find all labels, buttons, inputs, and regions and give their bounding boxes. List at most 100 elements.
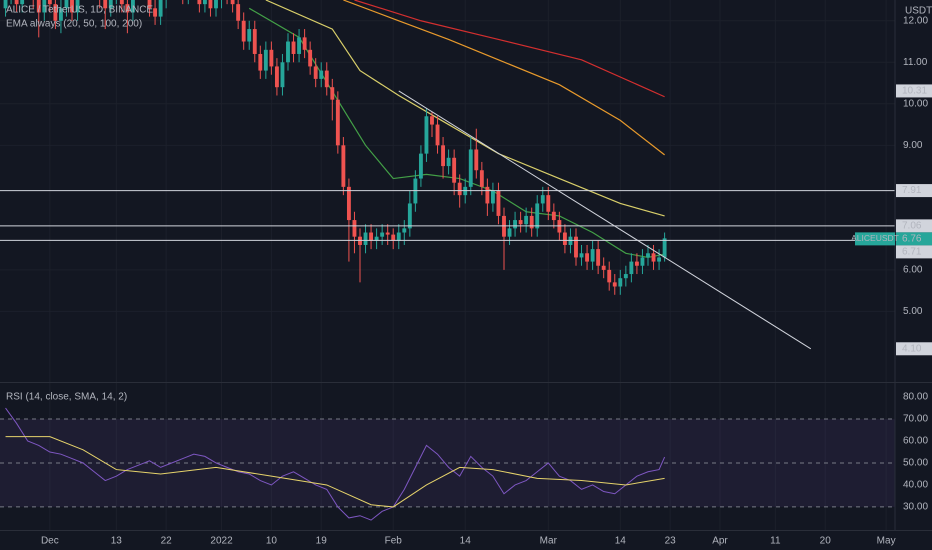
candle-body	[612, 282, 617, 287]
candle-body	[657, 257, 662, 262]
price-label: 7.06	[902, 221, 922, 232]
candle-body	[424, 116, 429, 154]
y-tick-label: 60.00	[903, 436, 928, 447]
x-tick-label: 14	[615, 536, 627, 547]
candle-body	[286, 41, 290, 63]
candle-body	[47, 0, 52, 5]
candle-body	[407, 203, 412, 229]
candle-body	[540, 195, 545, 204]
line	[5, 436, 665, 508]
x-tick-label: 11	[770, 536, 781, 547]
candle-body	[125, 4, 130, 13]
line	[343, 0, 665, 156]
candle-body	[391, 234, 396, 241]
candle-body	[319, 70, 324, 79]
candle-body	[651, 253, 656, 262]
candle-body	[474, 149, 479, 171]
candle-body	[607, 269, 612, 283]
candle-body	[147, 0, 152, 9]
candle-body	[596, 249, 601, 266]
candle-body	[130, 0, 135, 13]
price-label: 10.31	[902, 86, 927, 97]
candle-body	[430, 116, 434, 125]
price-label: 6.76	[902, 234, 922, 245]
y-tick-label: 12.00	[903, 15, 928, 26]
candle-body	[236, 4, 241, 21]
candle-body	[446, 157, 451, 167]
candle-body	[324, 70, 329, 88]
candle-body	[258, 53, 263, 71]
candle-body	[197, 0, 202, 5]
x-tick-label: May	[877, 536, 896, 547]
candle-body	[202, 0, 207, 5]
candle-body	[42, 0, 47, 13]
candle-body	[252, 29, 257, 54]
price-label-box	[896, 342, 932, 356]
candle-body	[479, 170, 484, 187]
price-label-box	[896, 232, 932, 246]
y-tick-label: 5.00	[903, 306, 923, 317]
price-label-box	[896, 84, 932, 98]
candle-body	[524, 215, 529, 225]
candle-body	[551, 211, 556, 221]
candle-body	[302, 37, 307, 50]
x-tick-label: Dec	[41, 536, 59, 547]
rsi-pane	[0, 407, 895, 521]
x-tick-label: 23	[665, 536, 677, 547]
candle-body	[297, 37, 302, 54]
candle-body	[14, 0, 19, 5]
candle-body	[601, 265, 606, 270]
candle-body	[590, 249, 595, 262]
x-tick-label: 19	[316, 536, 328, 547]
y-tick-label: 6.00	[903, 265, 923, 276]
line	[5, 407, 666, 521]
candle-body	[308, 49, 313, 67]
rsi-title: RSI (14, close, SMA, 14, 2)	[6, 392, 127, 403]
candle-body	[529, 215, 534, 229]
price-label: 6.71	[902, 247, 922, 258]
candle-body	[418, 153, 423, 179]
candle-body	[108, 0, 113, 9]
y-tick-label: 70.00	[903, 414, 928, 425]
x-tick-label: Apr	[712, 536, 728, 547]
y-tick-label: 30.00	[903, 502, 928, 513]
candle-body	[562, 232, 567, 245]
candle-body	[247, 29, 252, 42]
candle-body	[579, 253, 584, 258]
candle-body	[153, 8, 158, 17]
x-tick-label: 10	[266, 536, 278, 547]
x-tick-label: 14	[460, 536, 472, 547]
x-tick-label: 20	[820, 536, 832, 547]
candle-body	[640, 257, 645, 266]
candle-body	[64, 0, 69, 9]
candle-body	[513, 220, 518, 229]
candle-body	[346, 186, 351, 221]
y-tick-label: 80.00	[903, 392, 928, 403]
candle-body	[352, 220, 357, 237]
price-label-box	[896, 219, 932, 233]
candle-body	[53, 4, 58, 21]
candle-body	[369, 232, 374, 241]
price-label: 7.91	[902, 185, 922, 196]
candle-body	[70, 0, 74, 13]
x-tick-label: Feb	[385, 536, 403, 547]
candle-body	[574, 236, 578, 258]
candle-body	[435, 124, 440, 146]
candle-body	[269, 49, 274, 67]
candle-body	[585, 253, 590, 262]
indicator-title: EMA always (20, 50, 100, 200)	[6, 19, 142, 30]
candle-body	[441, 145, 446, 167]
candle-body	[363, 232, 368, 245]
candle-body	[241, 20, 246, 42]
candle-body	[623, 274, 628, 279]
x-tick-label: 2022	[210, 536, 233, 547]
candle-body	[490, 191, 495, 204]
chart-title: ALICE / TetherUS, 1D, BINANCE	[6, 5, 153, 16]
candle-body	[341, 145, 346, 187]
candle-body	[396, 232, 401, 241]
candle-body	[75, 0, 80, 13]
candle-body	[313, 66, 318, 79]
candle-body	[380, 232, 385, 237]
candle-body	[457, 182, 462, 196]
